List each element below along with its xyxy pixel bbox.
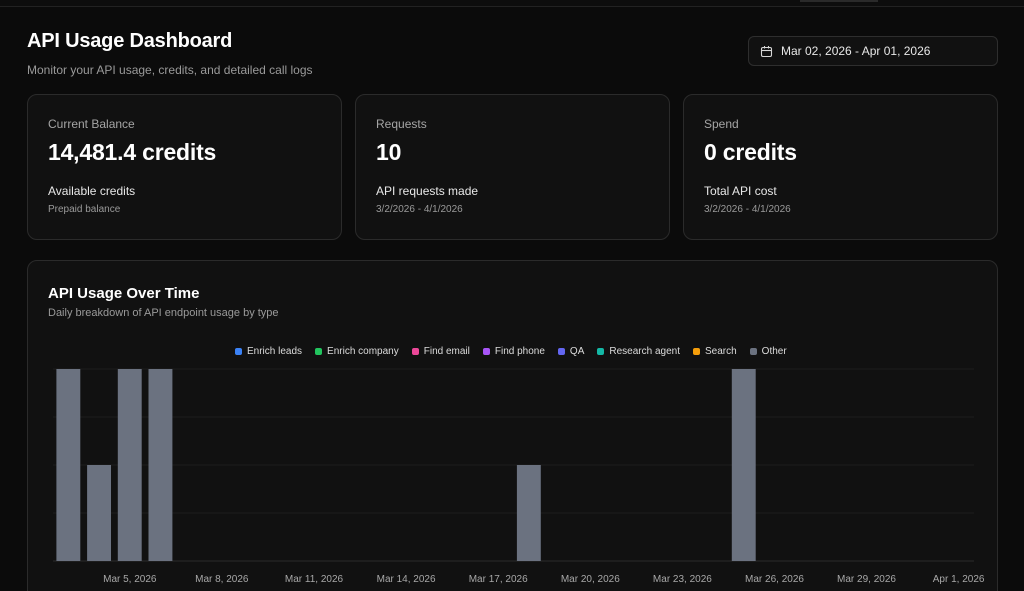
card-sub: Total API cost bbox=[704, 184, 777, 198]
legend-label: Find email bbox=[423, 346, 470, 357]
calendar-icon bbox=[760, 45, 773, 58]
x-tick-label: Mar 26, 2026 bbox=[745, 574, 804, 585]
x-tick-label: Mar 23, 2026 bbox=[653, 574, 712, 585]
legend-swatch bbox=[597, 348, 605, 355]
chart-bar-other[interactable] bbox=[87, 465, 111, 561]
legend-swatch bbox=[411, 348, 419, 355]
card-label: Requests bbox=[376, 117, 427, 131]
requests-card: Requests 10 API requests made 3/2/2026 -… bbox=[355, 94, 670, 240]
x-tick-label: Mar 17, 2026 bbox=[469, 574, 528, 585]
chart-bar-other[interactable] bbox=[731, 369, 756, 561]
x-tick-label: Mar 20, 2026 bbox=[561, 574, 620, 585]
page-subtitle: Monitor your API usage, credits, and det… bbox=[27, 63, 313, 77]
legend-item-other[interactable]: Other bbox=[749, 346, 787, 357]
card-value: 10 bbox=[376, 139, 402, 165]
chart-legend: Enrich leads Enrich company Find email F… bbox=[235, 346, 787, 357]
legend-label: Research agent bbox=[609, 346, 680, 357]
chart-bar-other[interactable] bbox=[516, 465, 541, 561]
chart-title: API Usage Over Time bbox=[48, 285, 200, 302]
chart-bar-other[interactable] bbox=[117, 369, 142, 561]
spend-card: Spend 0 credits Total API cost 3/2/2026 … bbox=[683, 94, 998, 240]
usage-chart-panel: API Usage Over Time Daily breakdown of A… bbox=[27, 260, 998, 591]
card-value: 14,481.4 credits bbox=[48, 139, 217, 165]
legend-swatch bbox=[315, 348, 323, 355]
legend-item-find-email[interactable]: Find email bbox=[411, 346, 470, 357]
legend-swatch bbox=[557, 348, 565, 355]
date-range-label: Mar 02, 2026 - Apr 01, 2026 bbox=[781, 44, 931, 58]
legend-swatch bbox=[482, 348, 490, 355]
top-tab-indicator bbox=[800, 0, 878, 2]
balance-card: Current Balance 14,481.4 credits Availab… bbox=[27, 94, 342, 240]
card-note: 3/2/2026 - 4/1/2026 bbox=[704, 204, 791, 215]
x-tick-label: Mar 29, 2026 bbox=[837, 574, 896, 585]
card-note: 3/2/2026 - 4/1/2026 bbox=[376, 204, 463, 215]
chart-bar-other[interactable] bbox=[56, 369, 81, 561]
page-title: API Usage Dashboard bbox=[27, 30, 233, 52]
legend-label: Enrich leads bbox=[247, 346, 303, 357]
legend-label: Search bbox=[704, 346, 737, 357]
page-header: API Usage Dashboard Monitor your API usa… bbox=[27, 30, 313, 77]
x-tick-label: Mar 5, 2026 bbox=[103, 574, 157, 585]
legend-swatch bbox=[749, 348, 757, 355]
card-sub: Available credits bbox=[48, 184, 136, 198]
legend-label: Enrich company bbox=[327, 346, 399, 357]
legend-swatch bbox=[692, 348, 700, 355]
legend-item-qa[interactable]: QA bbox=[557, 346, 585, 357]
chart-subtitle: Daily breakdown of API endpoint usage by… bbox=[48, 307, 279, 319]
legend-item-find-phone[interactable]: Find phone bbox=[482, 346, 545, 357]
x-tick-label: Mar 14, 2026 bbox=[377, 574, 436, 585]
legend-label: Find phone bbox=[494, 346, 545, 357]
legend-item-enrich-company[interactable]: Enrich company bbox=[315, 346, 399, 357]
card-sub: API requests made bbox=[376, 184, 479, 198]
x-tick-label: Mar 8, 2026 bbox=[195, 574, 249, 585]
date-range-picker[interactable]: Mar 02, 2026 - Apr 01, 2026 bbox=[748, 36, 998, 66]
legend-item-enrich-leads[interactable]: Enrich leads bbox=[235, 346, 302, 357]
legend-item-search[interactable]: Search bbox=[692, 346, 737, 357]
card-value: 0 credits bbox=[704, 139, 797, 165]
card-label: Current Balance bbox=[48, 117, 135, 131]
x-tick-label: Apr 1, 2026 bbox=[933, 574, 985, 585]
usage-bar-chart: Mar 5, 2026 Mar 8, 2026 Mar 11, 2026 Mar 14… bbox=[53, 368, 985, 585]
chart-bar-other[interactable] bbox=[148, 369, 173, 561]
window-top-strip bbox=[0, 0, 1024, 7]
x-tick-label: Mar 11, 2026 bbox=[285, 574, 344, 585]
legend-item-research-agent[interactable]: Research agent bbox=[597, 346, 680, 357]
card-note: Prepaid balance bbox=[48, 204, 121, 215]
legend-swatch bbox=[235, 348, 242, 355]
legend-label: Other bbox=[761, 346, 787, 357]
card-label: Spend bbox=[704, 117, 739, 131]
legend-label: QA bbox=[569, 346, 585, 357]
